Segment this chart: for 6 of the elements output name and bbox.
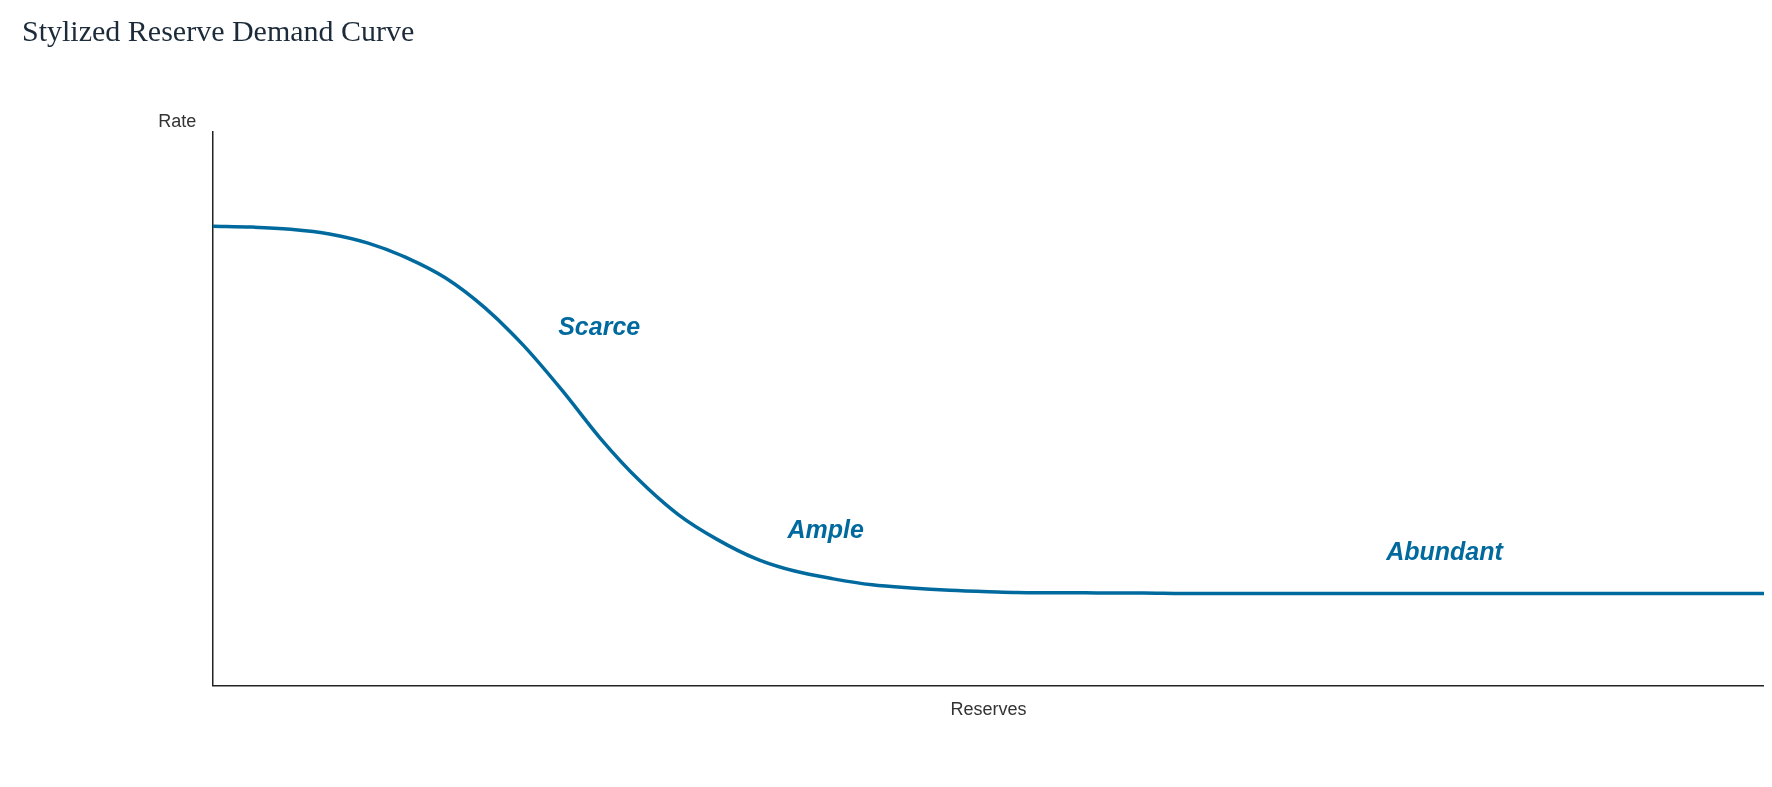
text: Rate: [158, 111, 197, 132]
annotation: Ample: [786, 515, 864, 544]
x-axis-title: Reserves: [950, 699, 1027, 720]
annotation: Abundant: [1385, 537, 1505, 566]
chart-title: Stylized Reserve Demand Curve: [21, 13, 416, 49]
annotation: Scarce: [558, 311, 641, 340]
